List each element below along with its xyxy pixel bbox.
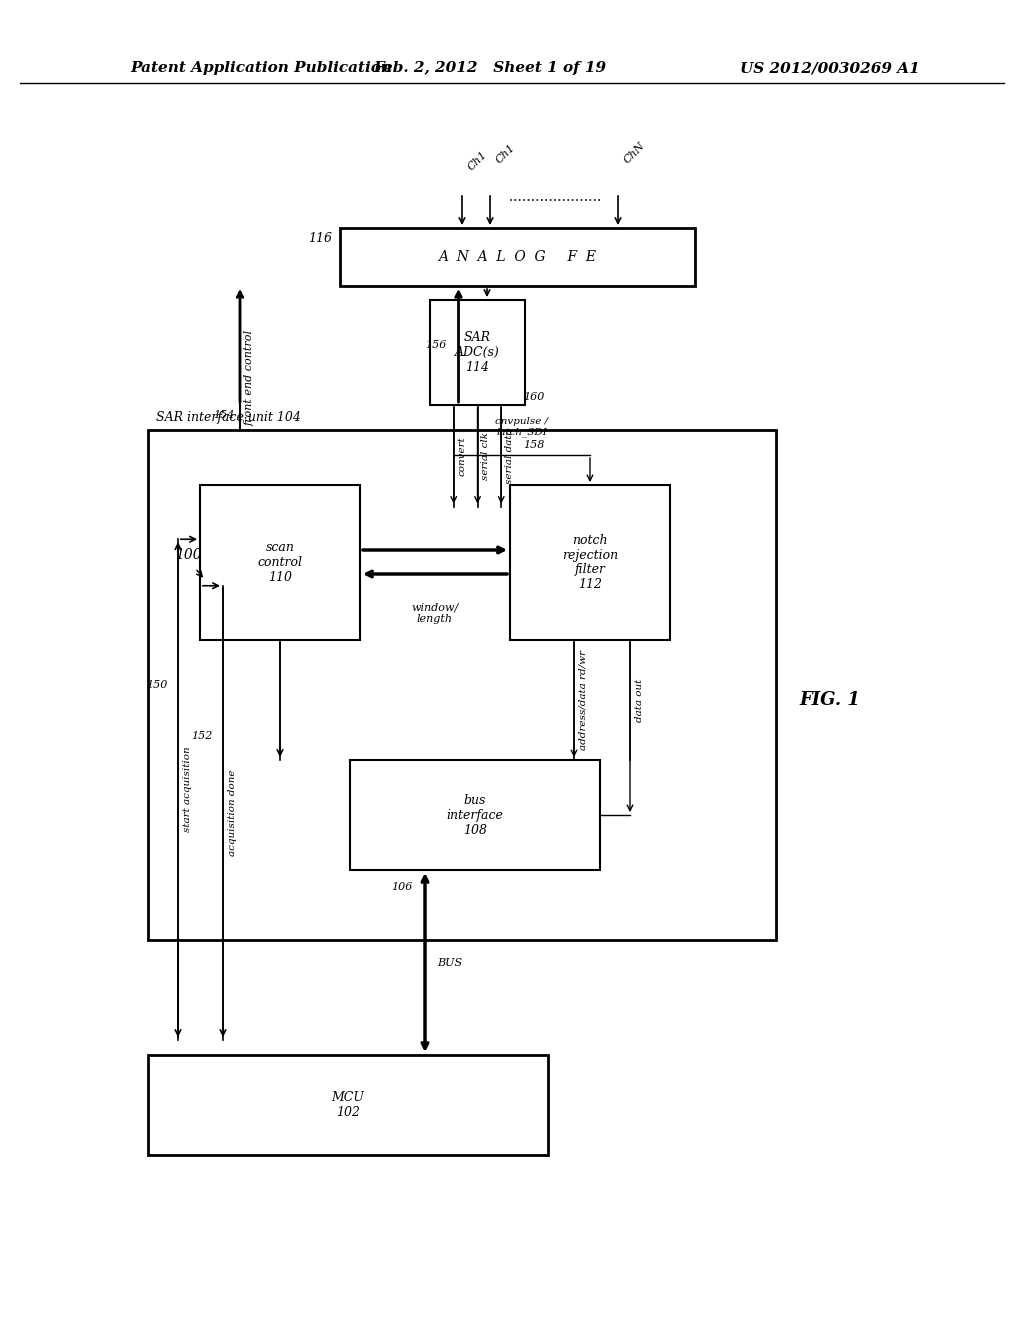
Text: Ch1: Ch1 (494, 141, 517, 165)
Text: 100: 100 (175, 548, 202, 562)
Bar (350, 760, 600, 870)
Text: convert: convert (458, 436, 467, 475)
Text: serial clk: serial clk (481, 432, 490, 479)
Text: front end control: front end control (245, 330, 255, 426)
Text: acquisition done: acquisition done (228, 770, 237, 857)
Text: 106: 106 (391, 882, 413, 892)
Text: SAR interface unit 104: SAR interface unit 104 (156, 411, 301, 424)
Text: FIG. 1: FIG. 1 (800, 690, 860, 709)
Text: cnvpulse /
latch_SDI: cnvpulse / latch_SDI (496, 417, 549, 437)
Text: US 2012/0030269 A1: US 2012/0030269 A1 (740, 61, 920, 75)
Text: bus
interface
108: bus interface 108 (446, 793, 504, 837)
Text: A  N  A  L  O  G     F  E: A N A L O G F E (438, 249, 597, 264)
Text: SAR
ADC(s)
114: SAR ADC(s) 114 (455, 331, 500, 374)
Text: 154: 154 (214, 411, 234, 420)
Text: Ch1: Ch1 (466, 149, 489, 172)
Text: Feb. 2, 2012   Sheet 1 of 19: Feb. 2, 2012 Sheet 1 of 19 (374, 61, 606, 75)
Bar (430, 300, 525, 405)
Bar (340, 228, 695, 286)
Bar (200, 484, 360, 640)
Bar (148, 1055, 548, 1155)
Text: BUS: BUS (437, 957, 462, 968)
Text: MCU
102: MCU 102 (332, 1092, 365, 1119)
Text: scan
control
110: scan control 110 (257, 541, 302, 583)
Text: 116: 116 (308, 232, 332, 246)
Text: start acquisition: start acquisition (183, 747, 193, 833)
Text: 158: 158 (523, 440, 545, 450)
Bar (510, 484, 670, 640)
Text: ChN: ChN (622, 140, 647, 165)
Text: 152: 152 (191, 731, 213, 741)
Text: data out: data out (635, 678, 644, 722)
Bar (148, 430, 776, 940)
Text: 156: 156 (425, 341, 446, 351)
Text: window/
length: window/ length (412, 602, 459, 623)
Text: 150: 150 (146, 680, 168, 690)
Text: address/data rd/wr: address/data rd/wr (579, 649, 588, 750)
Text: 160: 160 (523, 392, 545, 403)
Text: serial data: serial data (505, 428, 514, 483)
Text: notch
rejection
filter
112: notch rejection filter 112 (562, 533, 618, 591)
Text: Patent Application Publication: Patent Application Publication (130, 61, 392, 75)
